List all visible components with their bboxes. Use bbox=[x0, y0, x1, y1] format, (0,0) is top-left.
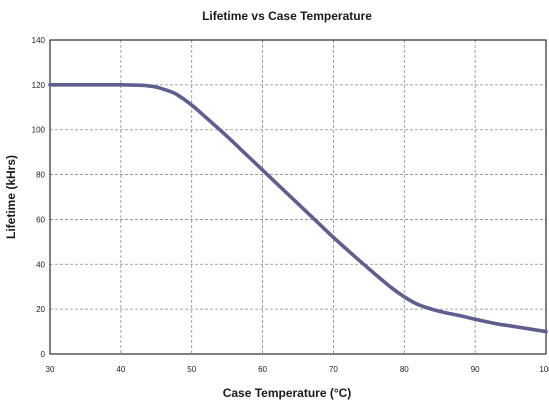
y-tick-label: 40 bbox=[36, 260, 45, 269]
lifetime-series-line bbox=[48, 83, 548, 334]
x-tick-label: 80 bbox=[400, 365, 409, 374]
x-tick-label: 70 bbox=[329, 365, 338, 374]
x-tick-label: 60 bbox=[258, 365, 267, 374]
x-axis-label: Case Temperature (°C) bbox=[223, 386, 352, 400]
y-axis-label: Lifetime (kHrs) bbox=[4, 155, 18, 239]
y-tick-label: 0 bbox=[41, 350, 46, 359]
x-tick-label: 100 bbox=[539, 365, 549, 374]
grid bbox=[50, 40, 546, 354]
x-tick-label: 40 bbox=[116, 365, 125, 374]
y-axis-ticks: 0 20 40 60 80 100 120 140 bbox=[32, 36, 46, 359]
chart-title: Lifetime vs Case Temperature bbox=[202, 9, 372, 23]
y-tick-label: 120 bbox=[32, 81, 46, 90]
x-tick-label: 90 bbox=[471, 365, 480, 374]
plot-frame bbox=[49, 39, 547, 355]
x-axis-ticks: 30 40 50 60 70 80 90 100 bbox=[46, 365, 549, 374]
x-tick-label: 30 bbox=[46, 365, 55, 374]
x-tick-label: 50 bbox=[187, 365, 196, 374]
y-tick-label: 20 bbox=[36, 305, 45, 314]
series-layer bbox=[48, 83, 548, 334]
y-tick-label: 140 bbox=[32, 36, 46, 45]
y-tick-label: 100 bbox=[32, 126, 46, 135]
y-tick-label: 60 bbox=[36, 215, 45, 224]
y-tick-label: 80 bbox=[36, 171, 45, 180]
